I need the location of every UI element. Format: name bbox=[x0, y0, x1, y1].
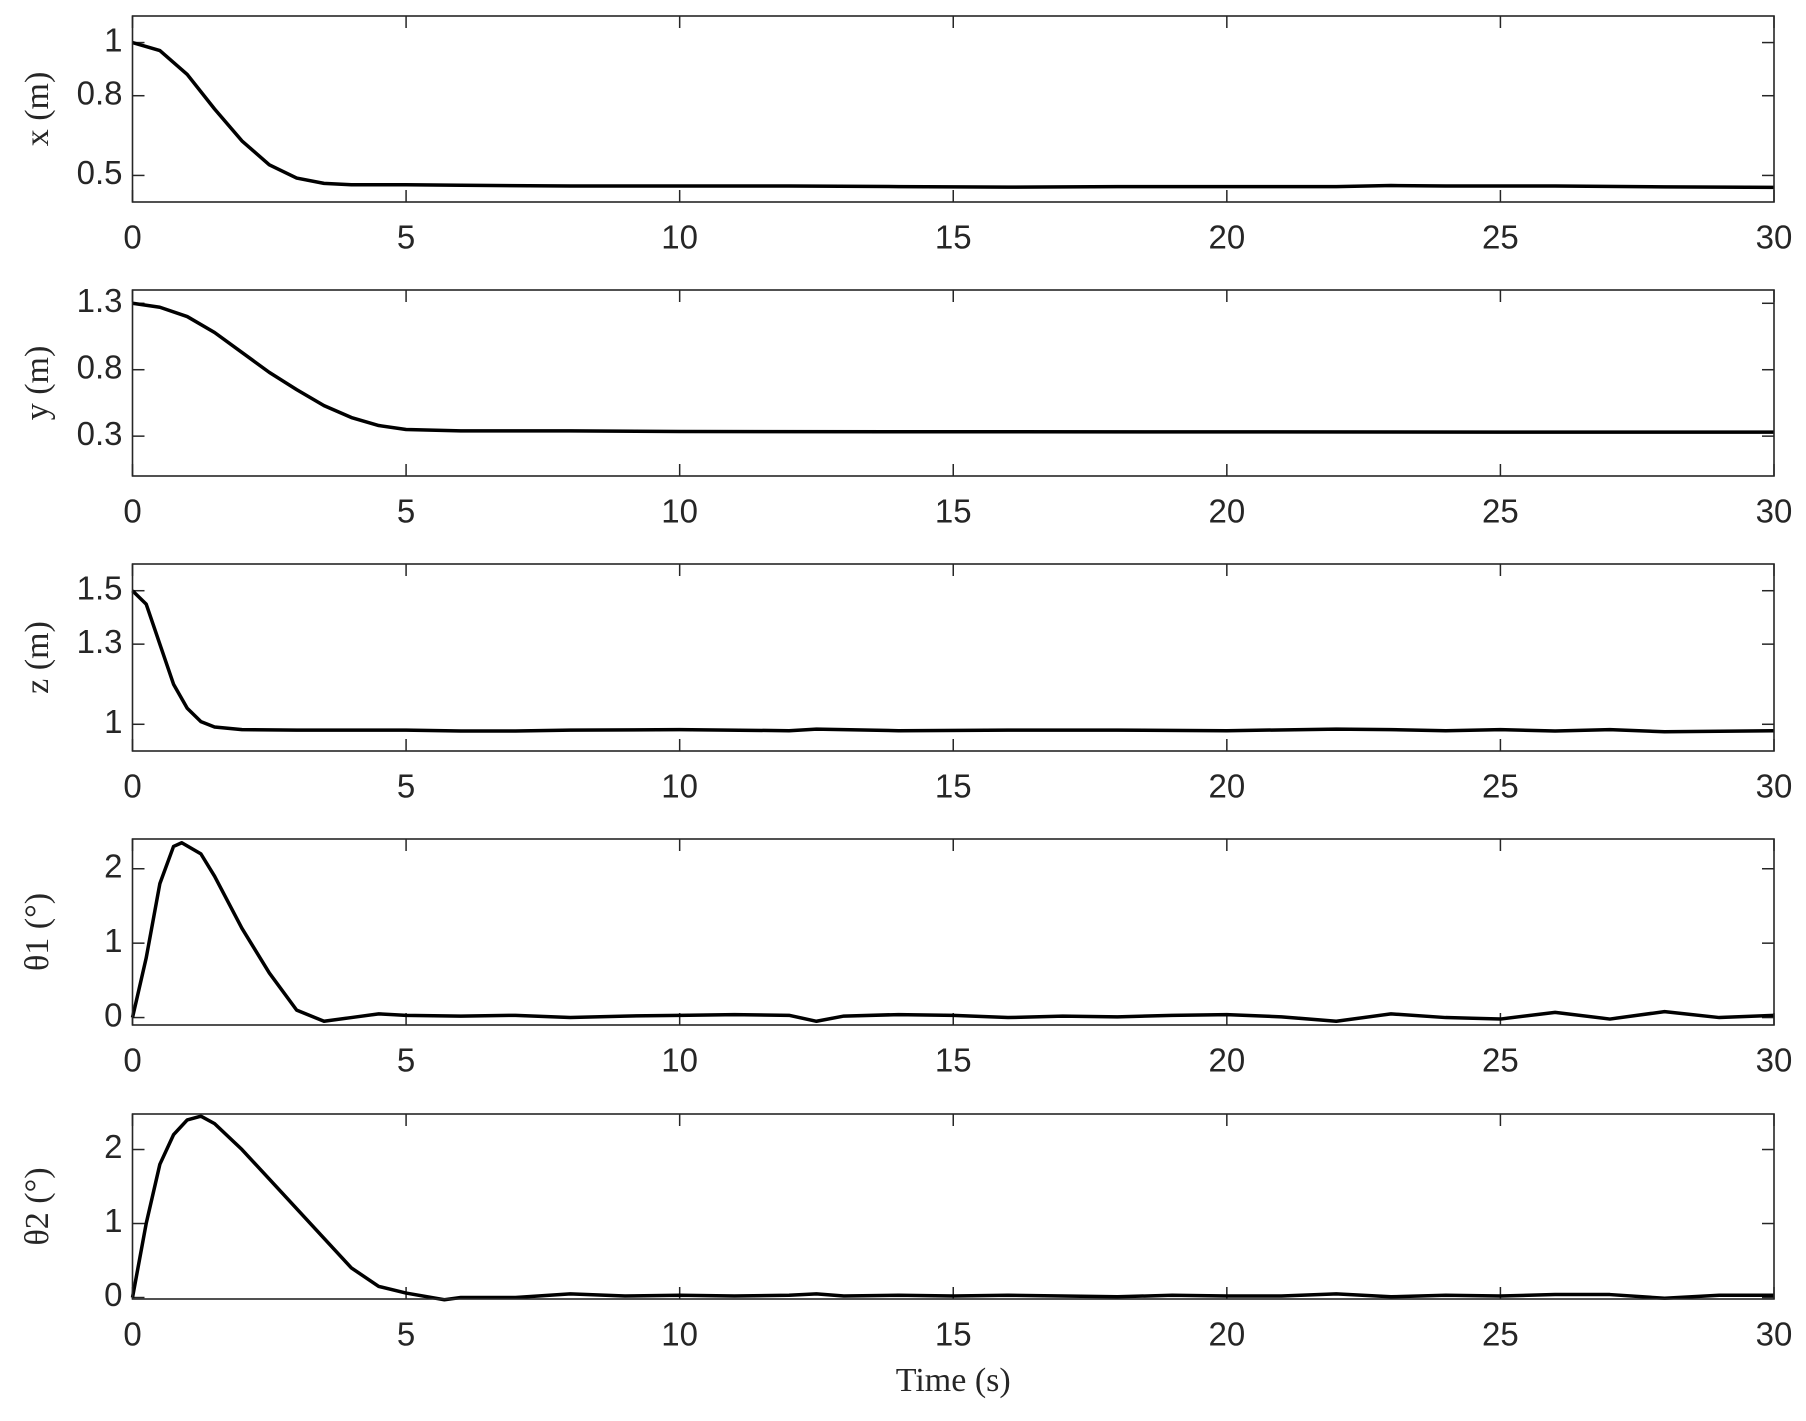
x-tick-label: 10 bbox=[661, 493, 698, 530]
x-tick-label: 10 bbox=[661, 1316, 698, 1353]
data-line bbox=[131, 589, 1775, 734]
y-tick-label: 1 bbox=[104, 21, 122, 58]
x-tick-label: 5 bbox=[397, 768, 415, 805]
x-tick-label: 15 bbox=[935, 1316, 972, 1353]
x-tick-label: 0 bbox=[123, 493, 141, 530]
x-tick-label: 15 bbox=[935, 219, 972, 256]
plot-frame bbox=[131, 563, 1775, 752]
x-tick-label: 10 bbox=[661, 1042, 698, 1079]
x-axis-label: Time (s) bbox=[896, 1362, 1011, 1399]
x-tick-label: 25 bbox=[1482, 219, 1519, 256]
x-tick-label: 25 bbox=[1482, 493, 1519, 530]
x-tick-label: 0 bbox=[123, 219, 141, 256]
data-line bbox=[130, 840, 1775, 1024]
x-tick-label: 30 bbox=[1756, 1316, 1793, 1353]
y-tick-label: 1 bbox=[104, 1202, 122, 1239]
y-tick-label: 0 bbox=[104, 1276, 122, 1313]
y-axis-label: x (m) bbox=[19, 72, 56, 147]
x-tick-label: 15 bbox=[935, 768, 972, 805]
x-tick-label: 20 bbox=[1208, 1316, 1245, 1353]
x-tick-label: 20 bbox=[1208, 1042, 1245, 1079]
x-tick-label: 0 bbox=[123, 768, 141, 805]
data-line bbox=[130, 1114, 1774, 1302]
y-tick-label: 1 bbox=[104, 703, 122, 740]
x-tick-label: 5 bbox=[397, 1316, 415, 1353]
y-axis-label: z (m) bbox=[19, 621, 56, 694]
y-tick-label: 2 bbox=[104, 1128, 122, 1165]
plot-frame bbox=[131, 289, 1775, 477]
x-tick-label: 30 bbox=[1756, 493, 1793, 530]
y-axis-label: θ1 (°) bbox=[19, 893, 56, 971]
y-tick-label: 0.5 bbox=[77, 154, 123, 191]
y-tick-label: 1.3 bbox=[77, 282, 123, 319]
x-tick-label: 15 bbox=[935, 493, 972, 530]
x-tick-label: 25 bbox=[1482, 1042, 1519, 1079]
x-tick-label: 20 bbox=[1208, 768, 1245, 805]
x-tick-label: 5 bbox=[397, 219, 415, 256]
y-axis-label: θ2 (°) bbox=[19, 1167, 56, 1245]
y-tick-label: 0.8 bbox=[77, 74, 123, 111]
plot-frame bbox=[131, 1113, 1775, 1300]
y-tick-label: 0.8 bbox=[77, 348, 123, 385]
y-tick-label: 0 bbox=[104, 996, 122, 1033]
x-tick-label: 30 bbox=[1756, 768, 1793, 805]
x-tick-label: 25 bbox=[1482, 1316, 1519, 1353]
x-tick-label: 5 bbox=[397, 1042, 415, 1079]
y-tick-label: 1 bbox=[104, 922, 122, 959]
x-tick-label: 20 bbox=[1208, 493, 1245, 530]
x-tick-label: 25 bbox=[1482, 768, 1519, 805]
x-tick-label: 30 bbox=[1756, 219, 1793, 256]
x-tick-label: 5 bbox=[397, 493, 415, 530]
y-tick-label: 2 bbox=[104, 847, 122, 884]
y-tick-label: 1.3 bbox=[77, 623, 123, 660]
data-line bbox=[132, 40, 1775, 190]
plot-frame bbox=[131, 15, 1775, 203]
plot-frame bbox=[131, 838, 1775, 1026]
x-tick-label: 15 bbox=[935, 1042, 972, 1079]
x-tick-label: 0 bbox=[123, 1042, 141, 1079]
x-tick-label: 0 bbox=[123, 1316, 141, 1353]
x-tick-label: 30 bbox=[1756, 1042, 1793, 1079]
y-tick-label: 1.5 bbox=[77, 569, 123, 606]
x-tick-label: 10 bbox=[661, 768, 698, 805]
y-tick-label: 0.3 bbox=[77, 415, 123, 452]
x-tick-label: 10 bbox=[661, 219, 698, 256]
data-line bbox=[132, 301, 1774, 434]
y-axis-label: y (m) bbox=[19, 346, 56, 421]
x-tick-label: 20 bbox=[1208, 219, 1245, 256]
